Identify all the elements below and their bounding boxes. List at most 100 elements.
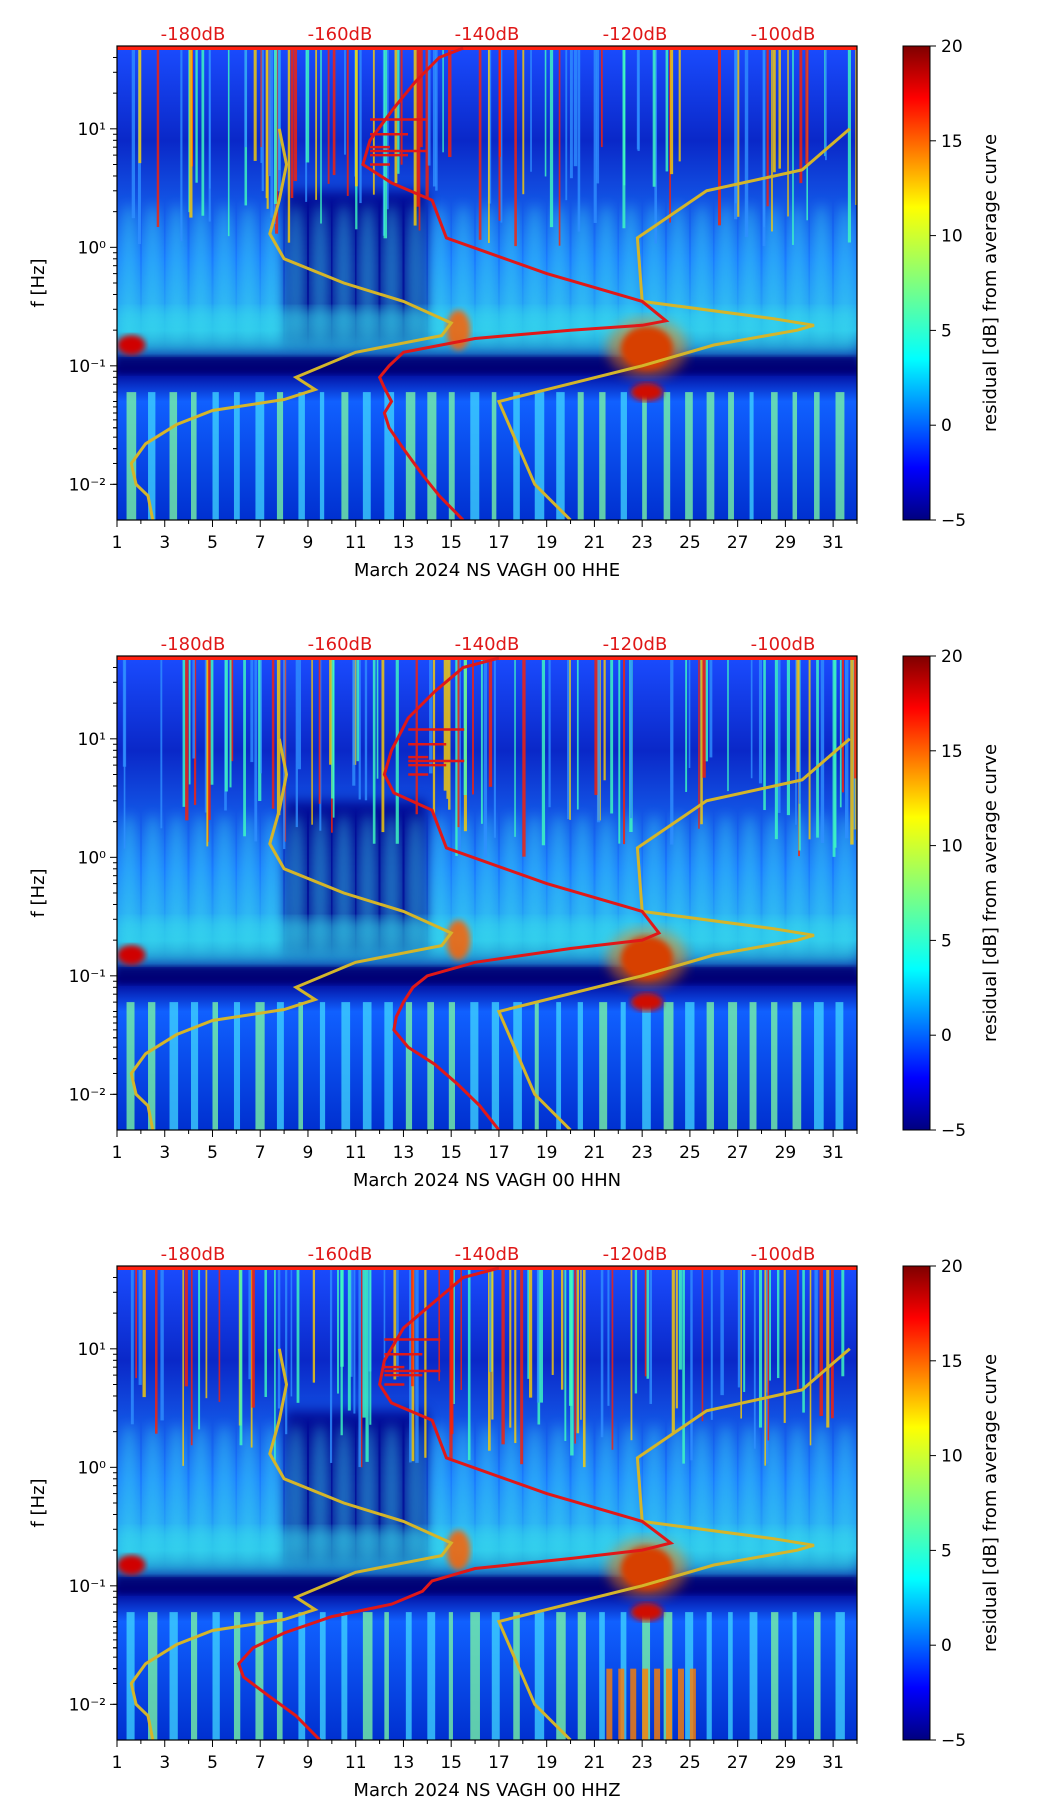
hf-spike <box>777 656 781 813</box>
hf-spike <box>277 1266 281 1409</box>
daily-plume <box>287 1423 306 1564</box>
lf-streak <box>212 392 219 520</box>
daily-plume <box>382 1423 401 1564</box>
hf-spike <box>670 46 674 175</box>
hf-spike <box>188 656 191 785</box>
daily-plume <box>239 1423 258 1564</box>
hf-spike <box>386 46 389 210</box>
hf-spike <box>427 46 431 166</box>
x-tick-label: 25 <box>679 1753 701 1773</box>
hf-spike <box>855 46 857 205</box>
hf-spike <box>758 1266 763 1428</box>
hf-spike <box>190 1266 193 1446</box>
daily-plume <box>478 203 496 344</box>
hf-spike <box>394 46 398 184</box>
daily-plume <box>454 203 473 344</box>
daily-plume <box>119 203 138 344</box>
daily-plume <box>191 1423 210 1564</box>
y-tick-label: 10⁻¹ <box>69 1577 106 1597</box>
hf-spike <box>258 656 262 802</box>
daily-plume <box>812 203 831 344</box>
daily-plume <box>215 203 234 344</box>
hf-spike <box>809 1266 812 1446</box>
x-tick-label: 15 <box>440 1143 462 1163</box>
daily-plume <box>358 813 377 954</box>
lf-streak <box>642 392 647 520</box>
daily-plume <box>788 813 807 954</box>
daily-plume <box>716 1423 735 1564</box>
hotspot-secondary <box>630 993 663 1012</box>
x-axis-label: March 2024 NS VAGH 00 HHZ <box>353 1780 620 1801</box>
lf-streak <box>427 1002 434 1130</box>
x-tick-label: 1 <box>112 1143 123 1163</box>
daily-plume <box>358 1423 377 1564</box>
hf-spike <box>253 46 257 161</box>
hf-spike <box>195 46 198 183</box>
x-tick-label: 29 <box>775 1143 797 1163</box>
daily-plume <box>525 813 544 954</box>
hf-spike <box>487 46 490 243</box>
hf-spike <box>567 656 571 820</box>
daily-plume <box>668 203 687 344</box>
lf-streak <box>513 1612 520 1740</box>
hf-spike <box>305 46 310 163</box>
hf-spike <box>251 1266 255 1408</box>
lf-streak <box>233 1612 241 1740</box>
hf-spike <box>569 46 573 179</box>
hf-spike <box>480 656 483 824</box>
hf-spike <box>802 1266 805 1413</box>
hf-spike <box>509 1266 512 1428</box>
colorbar-tick-label: 20 <box>941 1257 963 1277</box>
daily-plume <box>692 203 711 344</box>
hf-spike <box>327 46 330 184</box>
hf-spike <box>489 1266 492 1373</box>
band-low <box>117 1576 857 1595</box>
colorbar-tick-label: 0 <box>941 1636 952 1656</box>
lf-streak <box>448 1002 455 1130</box>
lf-streak <box>857 392 866 520</box>
x-tick-label: 19 <box>536 1143 558 1163</box>
hf-spike <box>744 46 749 238</box>
hf-spike <box>493 656 496 838</box>
hf-spike <box>700 656 703 825</box>
hf-spike <box>122 656 127 767</box>
hf-spike <box>541 656 546 846</box>
y-axis-label: f [Hz] <box>28 868 49 917</box>
lf-streak <box>341 1612 348 1740</box>
hf-spike <box>774 656 778 840</box>
daily-plume <box>501 203 520 344</box>
average-curve <box>382 656 662 1130</box>
db-scale-label: -160dB <box>308 24 373 45</box>
lf-streak <box>556 1002 562 1130</box>
hf-spike <box>819 1266 823 1416</box>
x-tick-label: 3 <box>159 1753 170 1773</box>
lf-streak <box>706 392 715 520</box>
hf-spike <box>239 1266 243 1446</box>
low-noise-model-curve <box>129 1348 454 1740</box>
hf-spike <box>850 656 854 845</box>
hf-spike <box>727 656 729 792</box>
top-noise-band <box>117 656 857 660</box>
x-tick-label: 7 <box>255 1753 266 1773</box>
lf-streak <box>341 392 349 520</box>
hf-spike <box>383 1266 386 1369</box>
db-scale-label: -100dB <box>751 634 816 655</box>
hf-spike <box>816 656 819 838</box>
hf-spike <box>483 656 488 858</box>
x-tick-label: 13 <box>393 1143 415 1163</box>
x-tick-label: 19 <box>536 533 558 553</box>
hf-spike <box>218 1266 221 1402</box>
hf-spike <box>224 656 228 792</box>
x-tick-label: 9 <box>303 533 314 553</box>
hf-spike <box>138 1266 142 1385</box>
hf-spike <box>332 46 336 176</box>
lf-streak <box>384 1002 393 1130</box>
y-tick-label: 10⁻² <box>69 1085 106 1105</box>
lf-streak <box>513 392 520 520</box>
hf-spike <box>331 656 335 799</box>
daily-plume <box>621 813 640 954</box>
lf-streak <box>728 1002 738 1130</box>
daily-plume <box>836 1423 855 1564</box>
band-low <box>117 356 857 375</box>
hf-spike <box>698 656 700 829</box>
